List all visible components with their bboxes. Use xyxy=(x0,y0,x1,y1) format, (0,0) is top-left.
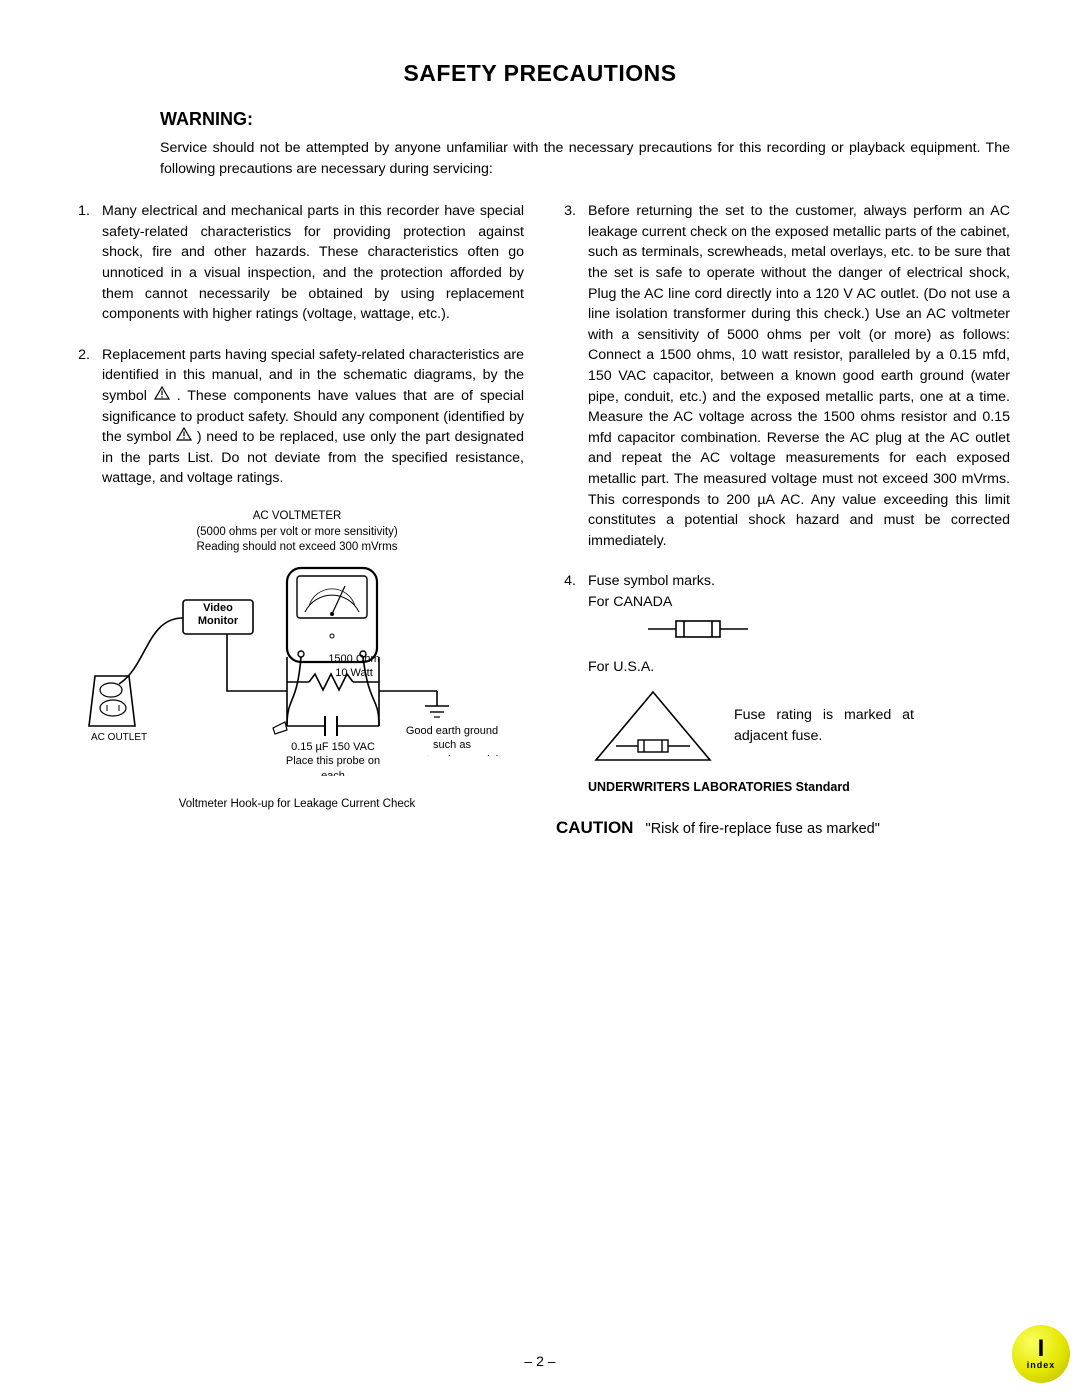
resistor-label: 1500 Ohm10 Watt xyxy=(319,652,389,680)
capacitor-label: 0.15 µF 150 VAC Place this probe on each… xyxy=(273,740,393,776)
index-label: index xyxy=(1027,1360,1056,1370)
caution-line: CAUTION "Risk of fire-replace fuse as ma… xyxy=(556,816,1010,841)
fuse-symbol-usa-row: Fuse rating is marked at adjacent fuse. xyxy=(588,686,1010,766)
ul-standard-label: UNDERWRITERS LABORATORIES Standard xyxy=(588,778,1010,796)
index-button[interactable]: I index xyxy=(1012,1325,1070,1383)
precaution-item-4: 4. Fuse symbol marks. For CANADA xyxy=(556,571,1010,796)
item-number: 1. xyxy=(70,201,102,325)
fuse-line-a: Fuse symbol marks. xyxy=(588,571,1010,592)
warning-triangle-icon xyxy=(176,427,192,448)
item-text: Fuse symbol marks. For CANADA For U xyxy=(588,571,1010,796)
item-text: Replacement parts having special safety-… xyxy=(102,345,524,489)
warning-heading: WARNING: xyxy=(160,109,1010,130)
fig-top-3: Reading should not exceed 300 mVrms xyxy=(70,540,524,556)
fig-top-2: (5000 ohms per volt or more sensitivity) xyxy=(70,525,524,541)
item-number: 4. xyxy=(556,571,588,796)
video-monitor-label: VideoMonitor xyxy=(185,602,251,628)
index-icon: I xyxy=(1038,1338,1045,1360)
fuse-line-b: For CANADA xyxy=(588,592,1010,613)
precaution-item-1: 1. Many electrical and mechanical parts … xyxy=(70,201,524,325)
document-page: SAFETY PRECAUTIONS WARNING: Service shou… xyxy=(0,0,1080,880)
ground-label: Good earth ground such as a water pipe,c… xyxy=(397,724,507,756)
item-number: 3. xyxy=(556,201,588,551)
fig-top-1: AC VOLTMETER xyxy=(70,509,524,525)
item-number: 2. xyxy=(70,345,102,489)
page-title: SAFETY PRECAUTIONS xyxy=(70,60,1010,87)
page-number: – 2 – xyxy=(0,1353,1080,1369)
caution-text: "Risk of fire-replace fuse as marked" xyxy=(646,821,880,837)
caution-label: CAUTION xyxy=(556,818,633,837)
precaution-item-2: 2. Replacement parts having special safe… xyxy=(70,345,524,489)
item-text: Before returning the set to the customer… xyxy=(588,201,1010,551)
fuse-note: Fuse rating is marked at adjacent fuse. xyxy=(734,705,914,746)
leakage-diagram-svg: VideoMonitor AC OUTLET 1500 Ohm10 Watt 0… xyxy=(87,556,507,776)
warning-triangle-icon xyxy=(154,386,170,407)
content-columns: 1. Many electrical and mechanical parts … xyxy=(70,201,1010,840)
precaution-item-3: 3. Before returning the set to the custo… xyxy=(556,201,1010,551)
ac-outlet-label: AC OUTLET xyxy=(91,732,147,743)
intro-paragraph: Service should not be attempted by anyon… xyxy=(160,138,1010,179)
fuse-symbol-usa xyxy=(588,686,718,766)
left-column: 1. Many electrical and mechanical parts … xyxy=(70,201,524,840)
fuse-symbol-canada xyxy=(648,618,1010,647)
item-text: Many electrical and mechanical parts in … xyxy=(102,201,524,325)
voltmeter-figure: AC VOLTMETER (5000 ohms per volt or more… xyxy=(70,509,524,813)
figure-caption: Voltmeter Hook-up for Leakage Current Ch… xyxy=(70,796,524,813)
right-column: 3. Before returning the set to the custo… xyxy=(556,201,1010,840)
fuse-line-c: For U.S.A. xyxy=(588,657,1010,678)
